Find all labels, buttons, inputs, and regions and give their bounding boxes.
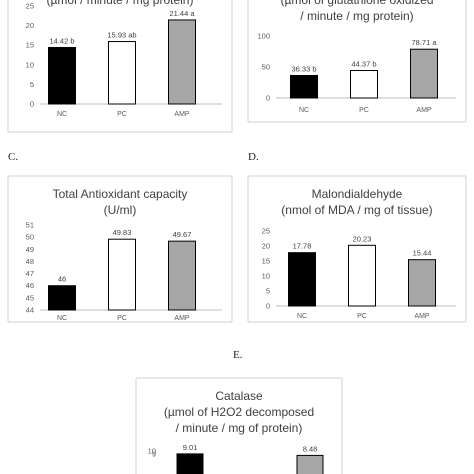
category-label-amp: AMP: [416, 107, 432, 114]
y-tick-label: 20: [262, 242, 270, 251]
data-label-nc: 46: [58, 275, 66, 284]
chart-panel-4: Malondialdehyde (nmol of MDA / mg of tiss…: [247, 175, 467, 323]
category-label-pc: PC: [359, 107, 369, 114]
y-tick-label: 49: [26, 245, 34, 254]
bar-amp: [408, 259, 436, 307]
bar-nc: [48, 46, 76, 105]
panel-letter-c: C.: [8, 151, 18, 163]
data-label-amp: 21.44 a: [169, 9, 195, 18]
y-tick-label: 48: [26, 257, 34, 266]
chart-title-line: Total Antioxidant capacity: [53, 187, 188, 201]
chart-title-line: / minute / mg protein): [300, 9, 413, 23]
chart-panel-2: (µmol of glutathione oxidized / minute / …: [247, 0, 467, 123]
y-tick-label: 15: [262, 257, 270, 266]
y-tick-label: 50: [262, 63, 270, 72]
bar-amp: [410, 48, 438, 99]
y-tick-label: 51: [26, 221, 34, 230]
chart-panel-3: Total Antioxidant capacity (U/ml) 44 45 46 47…: [7, 175, 233, 323]
y-tick-label: 50: [26, 233, 34, 242]
y-tick-label: 25: [26, 2, 34, 11]
y-tick-label: 10: [26, 60, 34, 69]
chart-title-line: (nmol of MDA / mg of tissue): [281, 203, 432, 217]
data-label-pc: 49.83: [113, 228, 132, 237]
chart-panel-1: (µmol / minute / mg protein) 0 5 10 15 20 25 14…: [7, 0, 233, 133]
y-tick-label: 9: [152, 449, 156, 458]
bar-nc: [48, 285, 76, 311]
category-label-pc: PC: [117, 111, 127, 118]
data-label-amp: 15.44: [413, 249, 432, 258]
panel-letter-e: E.: [233, 349, 243, 361]
bar-nc: [288, 252, 316, 307]
y-tick-label: 10: [148, 447, 156, 456]
chart-title-line: (µmol of H2O2 decomposed: [164, 405, 314, 419]
y-tick-label: 0: [30, 100, 34, 109]
y-tick-label: 20: [26, 21, 34, 30]
bar-pc: [348, 244, 376, 307]
data-label-nc: 36.33 b: [291, 64, 316, 73]
bar-pc: [108, 41, 136, 105]
y-tick-label: 5: [266, 287, 270, 296]
data-label-pc: 20.23: [353, 234, 372, 243]
y-tick-label: 44: [26, 306, 34, 315]
chart-title-line: (µmol / minute / mg protein): [47, 0, 194, 7]
y-tick-label: 46: [26, 281, 34, 290]
panel-letter-d: D.: [248, 151, 259, 163]
bar-nc: [176, 453, 204, 474]
category-label-pc: PC: [357, 313, 367, 320]
bar-amp: [168, 240, 196, 311]
category-label-amp: AMP: [174, 111, 190, 118]
y-tick-label: 10: [262, 272, 270, 281]
y-tick-label: 100: [257, 32, 270, 41]
category-label-nc: NC: [299, 107, 309, 114]
data-label-nc: 9.01: [183, 443, 198, 452]
y-tick-label: 45: [26, 293, 34, 302]
data-label-pc: 44.37 b: [351, 59, 376, 68]
category-label-amp: AMP: [414, 313, 430, 320]
category-label-pc: PC: [117, 315, 127, 322]
bar-pc: [350, 69, 378, 99]
y-tick-label: 47: [26, 269, 34, 278]
chart-title-line: Malondialdehyde: [312, 187, 403, 201]
data-label-nc: 17.78: [293, 242, 312, 251]
y-tick-label: 25: [262, 227, 270, 236]
data-label-amp: 78.71 a: [411, 38, 437, 47]
chart-title-line: (U/ml): [104, 203, 137, 217]
data-label-pc: 15.93 ab: [107, 31, 136, 40]
category-label-nc: NC: [297, 313, 307, 320]
y-tick-label: 15: [26, 41, 34, 50]
y-tick-label: 5: [30, 80, 34, 89]
chart-frame: [135, 377, 343, 474]
bar-amp: [168, 19, 196, 105]
bar-nc: [290, 74, 318, 99]
chart-title-line: / minute / mg of protein): [176, 421, 303, 435]
data-label-amp: 8.48: [303, 444, 318, 453]
chart-panel-5: Catalase (µmol of H2O2 decomposed / minute…: [135, 377, 343, 474]
y-tick-label: 0: [266, 302, 270, 311]
data-label-nc: 14.42 b: [49, 36, 74, 45]
bar-amp: [296, 454, 324, 474]
category-label-amp: AMP: [174, 315, 190, 322]
category-label-nc: NC: [57, 315, 67, 322]
category-label-nc: NC: [57, 111, 67, 118]
chart-title-line: Catalase: [215, 389, 263, 403]
y-tick-label: 0: [266, 94, 270, 103]
bar-pc: [108, 238, 136, 311]
data-label-amp: 49.67: [173, 230, 192, 239]
chart-title-line: (µmol of glutathione oxidized: [281, 0, 434, 7]
